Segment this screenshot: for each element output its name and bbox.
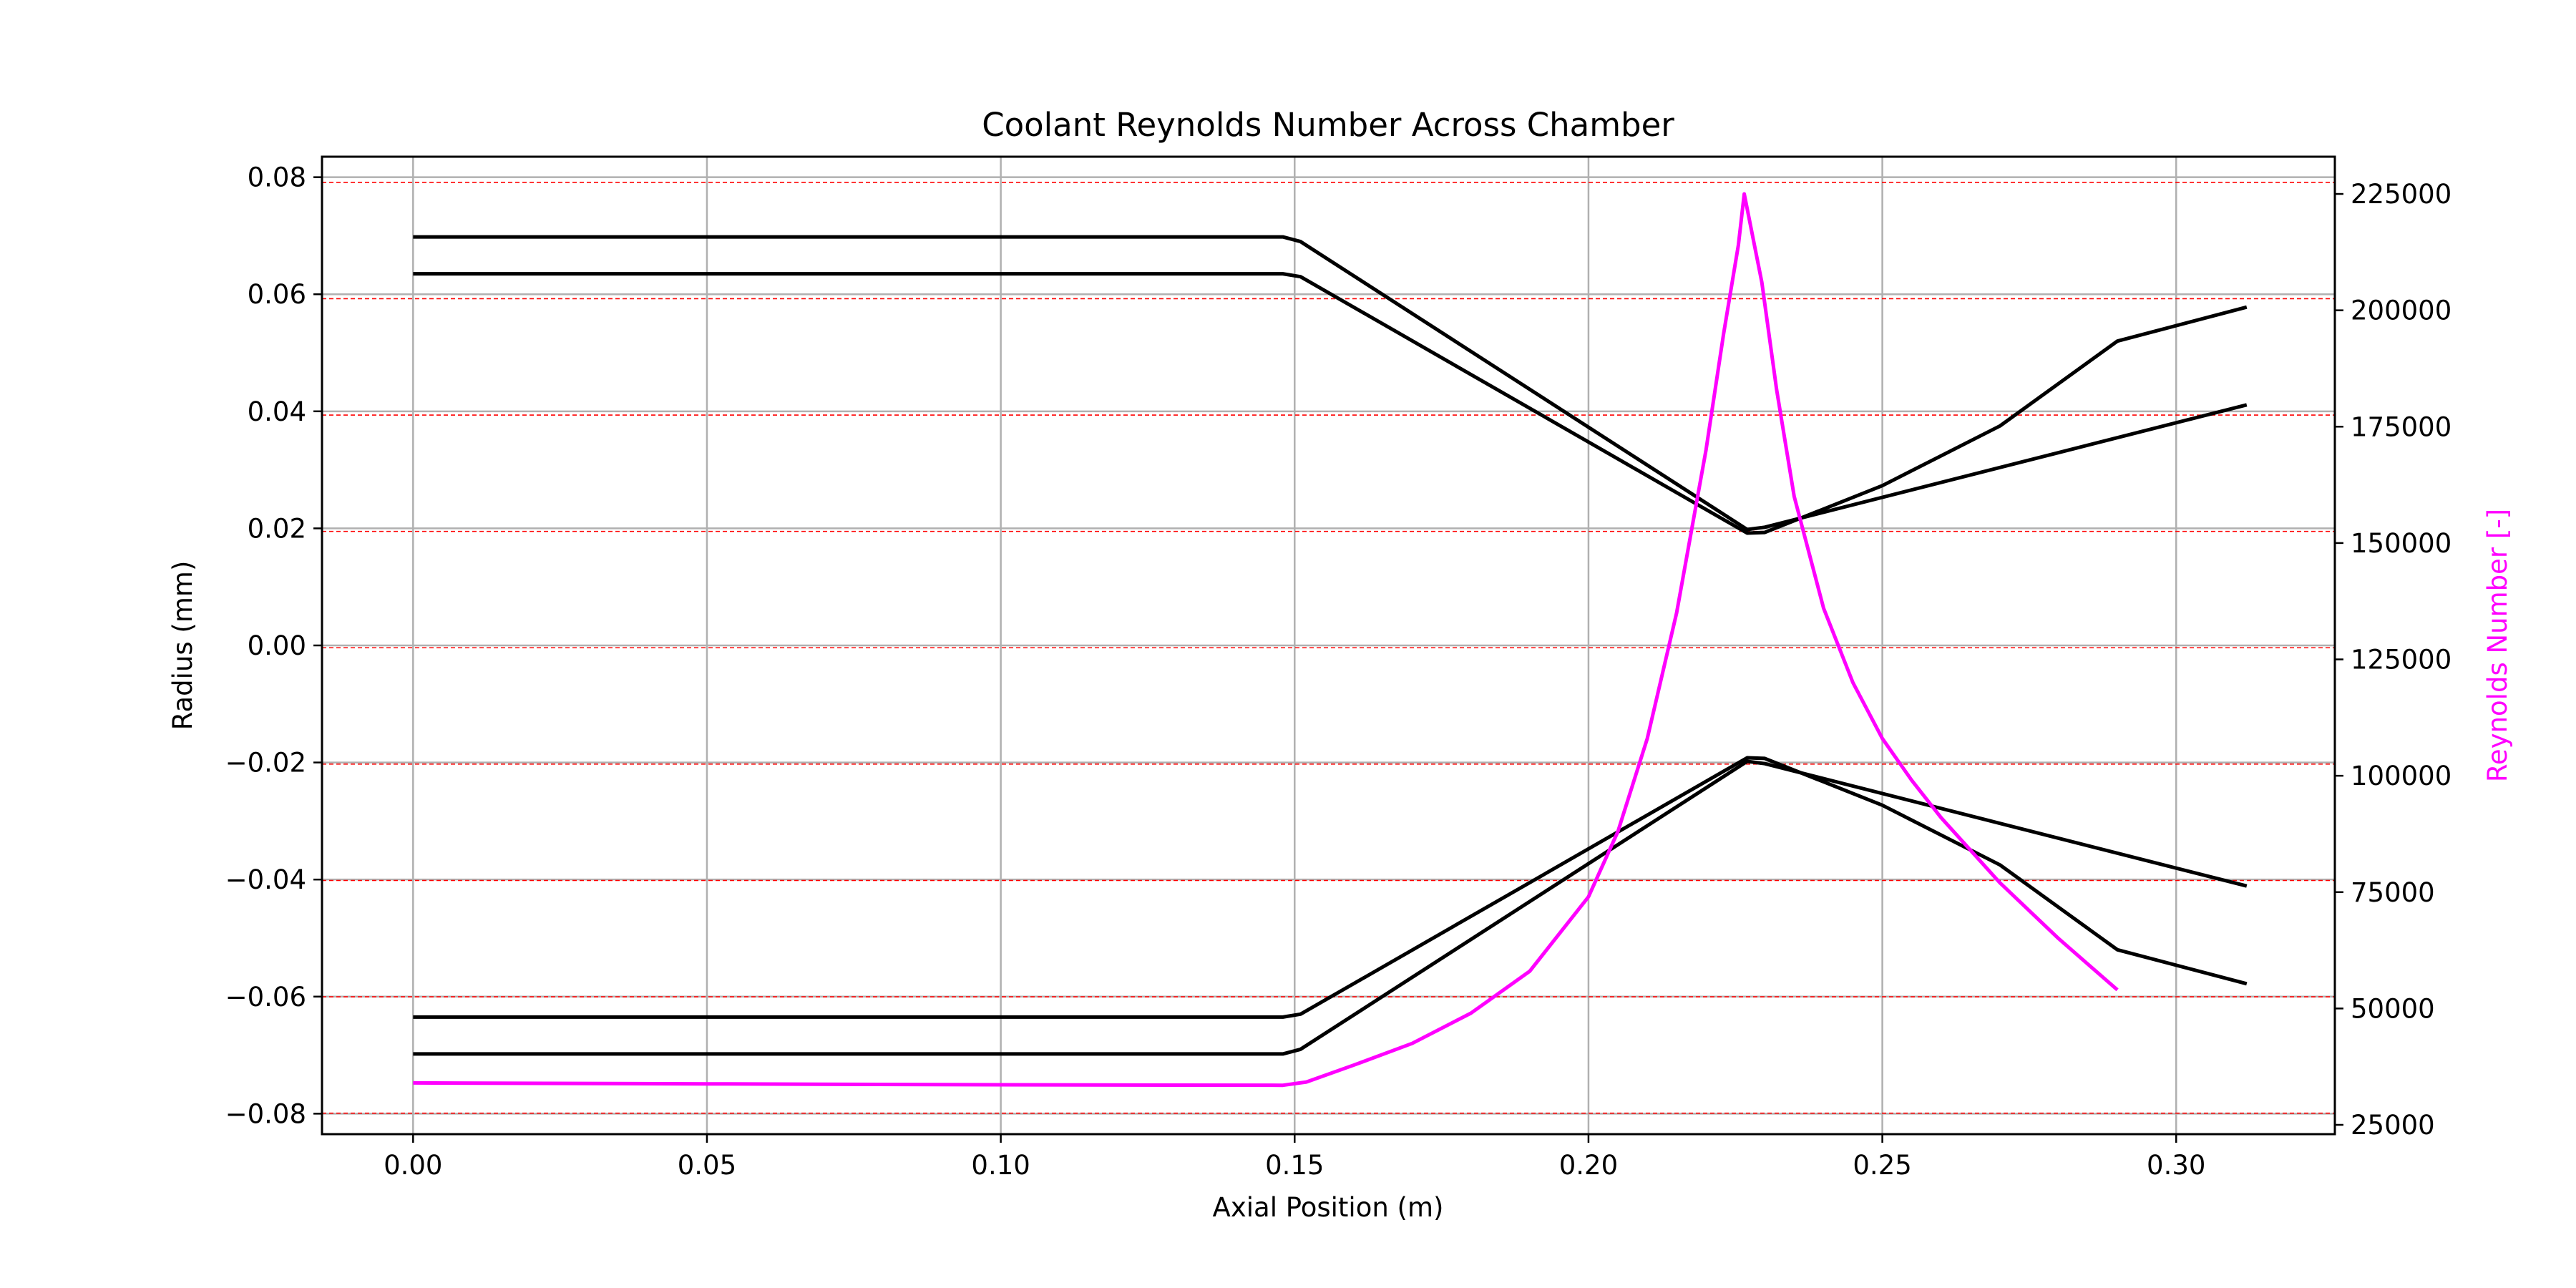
y-right-tick-label: 25000: [2351, 1110, 2435, 1141]
chart-title: Coolant Reynolds Number Across Chamber: [982, 106, 1674, 144]
contour-line-1: [413, 235, 2248, 532]
y-right-tick-label: 125000: [2351, 645, 2451, 675]
x-tick-label: 0.25: [1853, 1150, 1911, 1181]
reynolds-series: [413, 192, 2119, 1088]
x-axis-label: Axial Position (m): [1213, 1192, 1444, 1223]
x-tick-label: 0.10: [971, 1150, 1030, 1181]
y-right-tick-label: 150000: [2351, 528, 2451, 559]
y-right-tick-label: 100000: [2351, 761, 2451, 791]
contour-line-4: [413, 759, 2248, 1056]
y-tick-label: −0.06: [225, 982, 306, 1013]
x-tick-label: 0.05: [678, 1150, 736, 1181]
x-axis: 0.00 0.05 0.10 0.15 0.20 0.25 0.30: [384, 1134, 2205, 1181]
contour-line-2: [413, 272, 2248, 535]
y-tick-label: 0.00: [248, 630, 306, 661]
x-tick-label: 0.20: [1559, 1150, 1618, 1181]
y-right-tick-label: 75000: [2351, 877, 2435, 908]
y-axis-right: 225000 200000 175000 150000 125000 100000 7500…: [2335, 179, 2451, 1141]
y-right-tick-label: 200000: [2351, 296, 2451, 326]
y-tick-label: −0.04: [225, 864, 306, 895]
y-tick-label: 0.02: [248, 513, 306, 544]
y-axis-right-label: Reynolds Number [-]: [2482, 509, 2513, 782]
y-right-tick-label: 175000: [2351, 411, 2451, 442]
y-axis-label: Radius (mm): [167, 561, 198, 731]
y-tick-label: −0.08: [225, 1098, 306, 1129]
x-tick-label: 0.30: [2147, 1150, 2205, 1181]
y-right-tick-label: 225000: [2351, 179, 2451, 210]
y-axis-left: 0.08 0.06 0.04 0.02 0.00 −0.02 −0.04 −0.06 −0.08: [225, 162, 322, 1129]
y-tick-label: 0.08: [248, 162, 306, 193]
reynolds-line: [413, 192, 2119, 1088]
chamber-contours: [413, 235, 2248, 1056]
x-tick-label: 0.15: [1265, 1150, 1324, 1181]
y-tick-label: 0.04: [248, 396, 306, 427]
contour-line-3: [413, 756, 2248, 1019]
x-tick-label: 0.00: [384, 1150, 442, 1181]
y-tick-label: 0.06: [248, 279, 306, 310]
y-tick-label: −0.02: [225, 748, 306, 779]
y-right-tick-label: 50000: [2351, 993, 2435, 1024]
